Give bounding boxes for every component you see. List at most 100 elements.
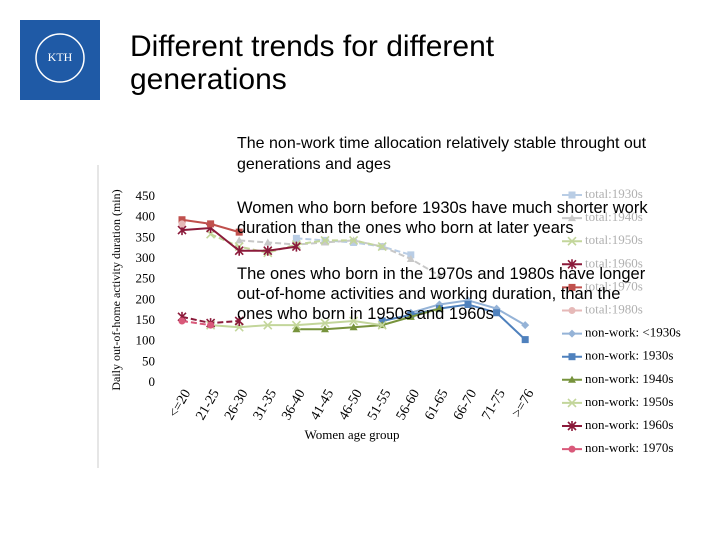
data-point <box>263 238 272 246</box>
data-point <box>320 235 330 245</box>
data-point <box>321 325 329 333</box>
y-tick-label: 300 <box>136 250 156 265</box>
series-line <box>296 307 440 331</box>
y-tick-label: 350 <box>136 229 156 244</box>
annotation: Women who born before 1930s have much sh… <box>237 199 648 237</box>
data-point <box>464 300 472 308</box>
logo-ring <box>35 33 85 83</box>
legend-marker <box>568 445 576 453</box>
legend-label: non-work: 1930s <box>585 348 673 363</box>
y-tick-label: 100 <box>136 333 156 348</box>
series: non-work: 1970s <box>178 317 673 455</box>
data-point <box>349 316 359 326</box>
legend-label: non-work: 1960s <box>585 417 673 432</box>
series-line <box>381 303 526 341</box>
data-point <box>349 323 358 331</box>
title: Different trends for different generatio… <box>130 30 495 96</box>
data-point <box>178 216 186 224</box>
logo-text: KTH <box>48 50 73 64</box>
legend-marker <box>567 259 577 270</box>
y-tick-label: 400 <box>136 209 156 224</box>
legend-marker <box>568 191 576 199</box>
data-point <box>263 245 273 256</box>
legend-marker <box>568 307 576 314</box>
x-tick-label: 71-75 <box>480 387 509 423</box>
data-point <box>407 251 415 259</box>
legend-label: total:1970s <box>585 278 643 293</box>
data-point <box>178 317 186 325</box>
x-tick-label: 36-40 <box>279 387 308 423</box>
series-line <box>239 239 440 277</box>
x-tick-label: 61-65 <box>422 387 451 423</box>
data-point <box>207 321 215 329</box>
series: non-work: 1960s <box>177 311 673 432</box>
x-tick-label: 51-55 <box>365 387 394 423</box>
data-point <box>292 234 300 242</box>
data-point <box>377 242 387 252</box>
data-point <box>234 245 244 256</box>
series: total:1980s <box>178 220 643 316</box>
data-point <box>291 320 301 330</box>
data-point <box>321 238 329 246</box>
series: total:1960s <box>177 223 643 270</box>
x-tick-label: 46-50 <box>337 387 366 423</box>
series: total:1970s <box>178 216 643 293</box>
data-point <box>435 304 444 312</box>
data-point <box>406 312 415 320</box>
data-point <box>349 235 359 245</box>
legend-marker <box>568 329 576 338</box>
legend-marker <box>568 283 576 291</box>
x-tick-label: 66-70 <box>451 387 480 423</box>
legend-marker <box>567 421 577 431</box>
data-point <box>178 220 186 228</box>
legend-label: total:1930s <box>585 186 643 201</box>
data-point <box>292 325 301 333</box>
legend-marker <box>568 214 576 222</box>
x-tick-label: 21-25 <box>194 387 223 423</box>
series: non-work: 1940s <box>292 304 673 386</box>
x-tick-label: 41-45 <box>308 387 337 423</box>
x-tick-label: >=76 <box>510 387 538 420</box>
legend-marker <box>568 353 576 361</box>
y-tick-label: 450 <box>136 188 156 203</box>
x-tick-label: <=20 <box>166 387 194 420</box>
x-tick-label: 56-60 <box>394 387 423 423</box>
legend-label: total:1950s <box>585 232 643 247</box>
y-tick-label: 150 <box>136 312 156 327</box>
legend-label: total:1940s <box>585 209 643 224</box>
legend-label: non-work: 1950s <box>585 394 673 409</box>
data-point <box>320 318 330 328</box>
legend-marker <box>567 398 577 408</box>
y-tick-label: 250 <box>136 271 156 286</box>
y-tick-label: 0 <box>149 374 156 389</box>
data-point <box>493 309 501 317</box>
data-point <box>235 236 244 244</box>
data-point <box>377 320 387 330</box>
data-point <box>235 228 243 236</box>
subtitle: The non-work time allocation relatively … <box>237 135 647 173</box>
annotation: The ones who born in the 1970s and 1980s… <box>237 265 646 323</box>
y-tick-label: 50 <box>142 353 155 368</box>
legend-marker <box>568 375 576 383</box>
legend-label: total:1960s <box>585 255 643 270</box>
legend-label: non-work: <1930s <box>585 325 681 340</box>
data-point <box>521 336 529 344</box>
data-point <box>291 241 301 252</box>
data-point <box>406 255 415 262</box>
series-line <box>181 320 211 327</box>
legend-marker <box>567 236 577 246</box>
data-point <box>435 271 444 279</box>
data-point <box>378 317 386 325</box>
series: total:1940s <box>235 209 643 279</box>
legend-label: non-work: 1970s <box>585 440 673 455</box>
x-axis-label: Women age group <box>305 427 400 442</box>
x-tick-label: 26-30 <box>222 387 251 423</box>
y-axis-label: Daily out-of-home activity duration (min… <box>109 189 123 390</box>
data-point <box>207 220 215 228</box>
y-tick-label: 200 <box>136 291 156 306</box>
legend-label: total:1980s <box>585 301 643 316</box>
data-point <box>234 316 244 326</box>
data-point <box>263 320 273 330</box>
